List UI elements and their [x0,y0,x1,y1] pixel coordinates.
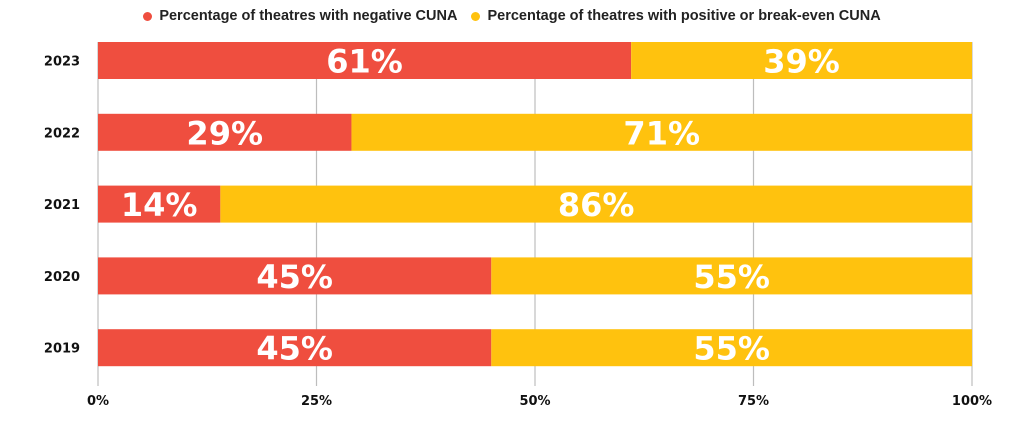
bar-negative-2021 [98,185,221,223]
y-tick-label: 2022 [44,126,80,141]
y-tick-label: 2021 [44,198,80,213]
x-tick-label: 100% [952,394,992,409]
legend-item-positive: Percentage of theatres with positive or … [471,8,881,24]
legend-label-negative: Percentage of theatres with negative CUN… [159,8,458,24]
data-label: 45% [256,258,333,296]
bar-positive-2022 [351,113,973,151]
bar-negative-2023 [98,42,632,79]
data-label: 39% [763,43,840,81]
x-tick-label: 0% [87,394,109,409]
y-tick-label: 2023 [44,55,80,70]
data-label: 14% [121,186,198,224]
data-label: 86% [558,186,635,224]
bar-negative-2022 [98,113,352,151]
data-label: 61% [326,43,403,81]
legend-label-positive: Percentage of theatres with positive or … [487,8,881,24]
legend-item-negative: Percentage of theatres with negative CUN… [143,8,457,24]
x-tick-label: 50% [519,394,550,409]
bar-positive-2021 [220,185,973,223]
data-label: 71% [623,114,700,152]
legend-dot-positive-icon [471,11,481,21]
bar-negative-2019 [98,329,492,367]
data-label: 55% [693,258,770,296]
x-tick-label: 75% [738,394,769,409]
data-label: 55% [693,330,770,368]
y-tick-label: 2020 [44,270,80,285]
bar-positive-2019 [491,329,972,367]
bar-positive-2020 [491,257,972,295]
legend-dot-negative-icon [143,11,153,21]
y-tick-label: 2019 [44,342,80,357]
legend: Percentage of theatres with negative CUN… [0,4,1024,28]
data-label: 29% [186,114,263,152]
bar-negative-2020 [98,257,492,295]
x-tick-label: 25% [301,394,332,409]
data-label: 45% [256,330,333,368]
bar-positive-2023 [631,42,972,79]
